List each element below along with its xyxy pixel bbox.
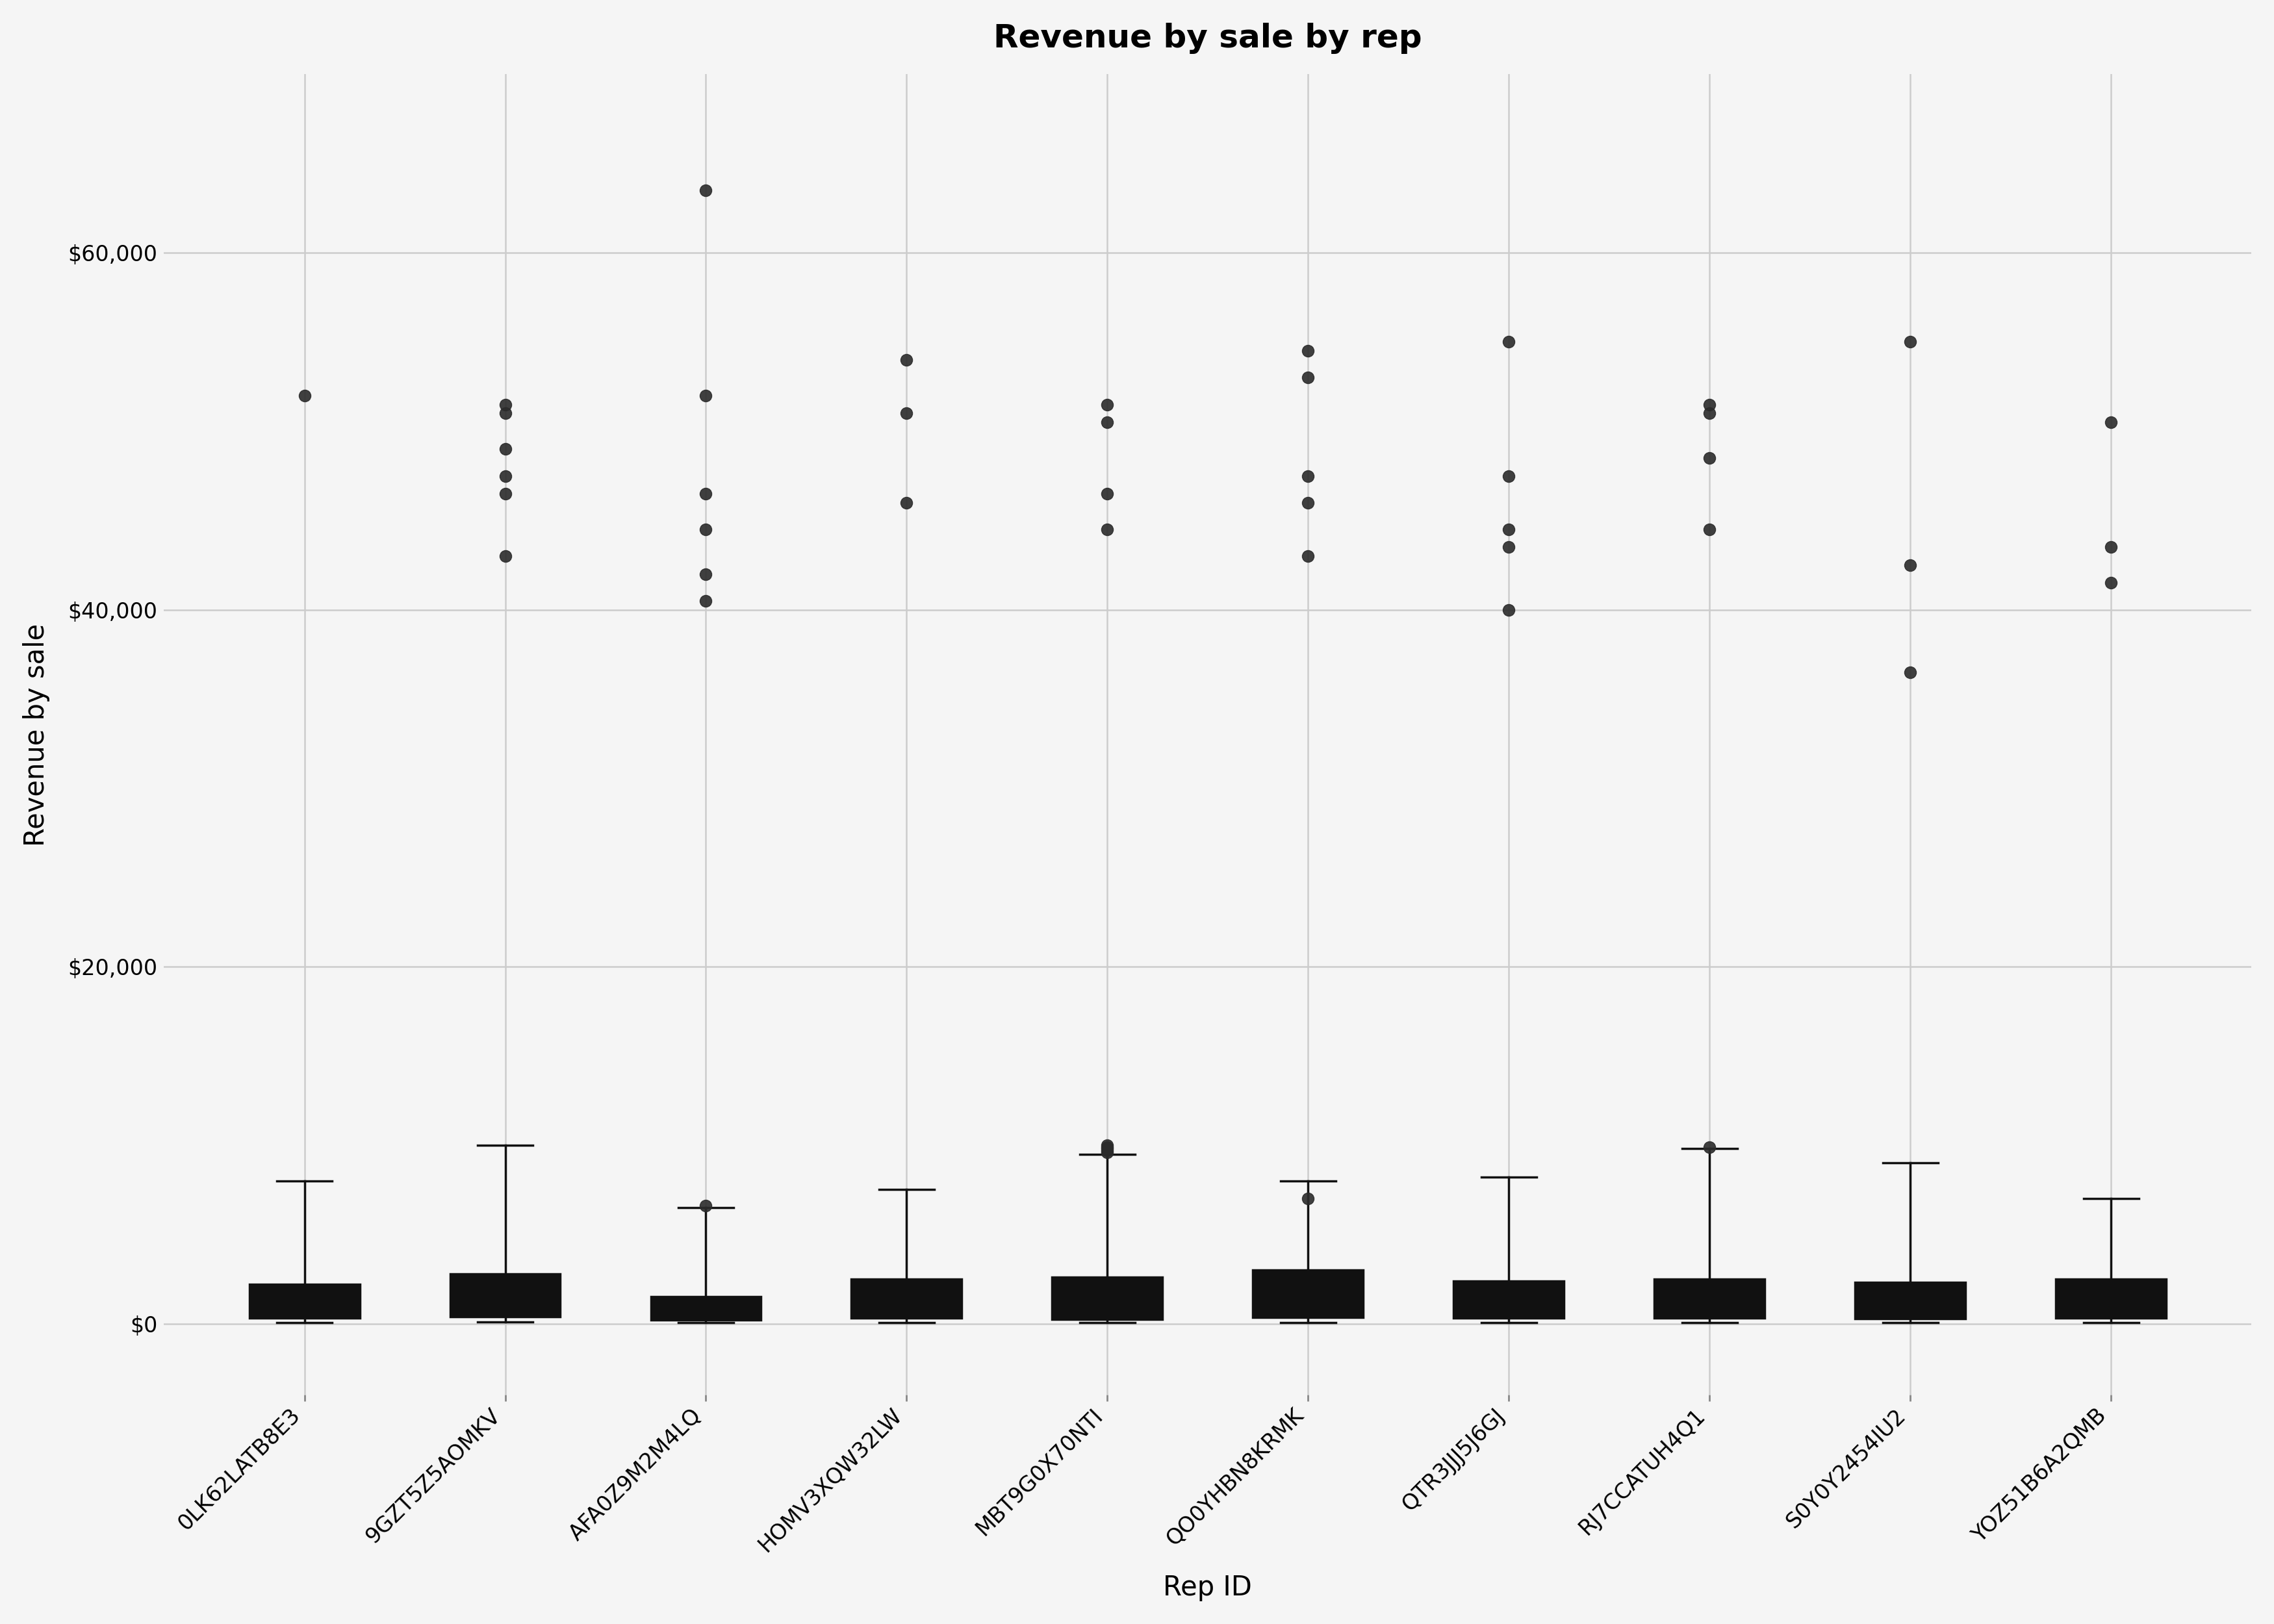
PathPatch shape	[2056, 1280, 2167, 1319]
PathPatch shape	[1053, 1276, 1162, 1319]
PathPatch shape	[650, 1298, 762, 1320]
PathPatch shape	[1856, 1283, 1965, 1319]
PathPatch shape	[1253, 1270, 1362, 1317]
Title: Revenue by sale by rep: Revenue by sale by rep	[994, 23, 1421, 54]
PathPatch shape	[250, 1285, 359, 1319]
PathPatch shape	[850, 1280, 962, 1319]
PathPatch shape	[1453, 1281, 1565, 1319]
PathPatch shape	[450, 1273, 559, 1317]
PathPatch shape	[1653, 1280, 1765, 1319]
Y-axis label: Revenue by sale: Revenue by sale	[23, 624, 50, 846]
X-axis label: Rep ID: Rep ID	[1164, 1574, 1253, 1601]
